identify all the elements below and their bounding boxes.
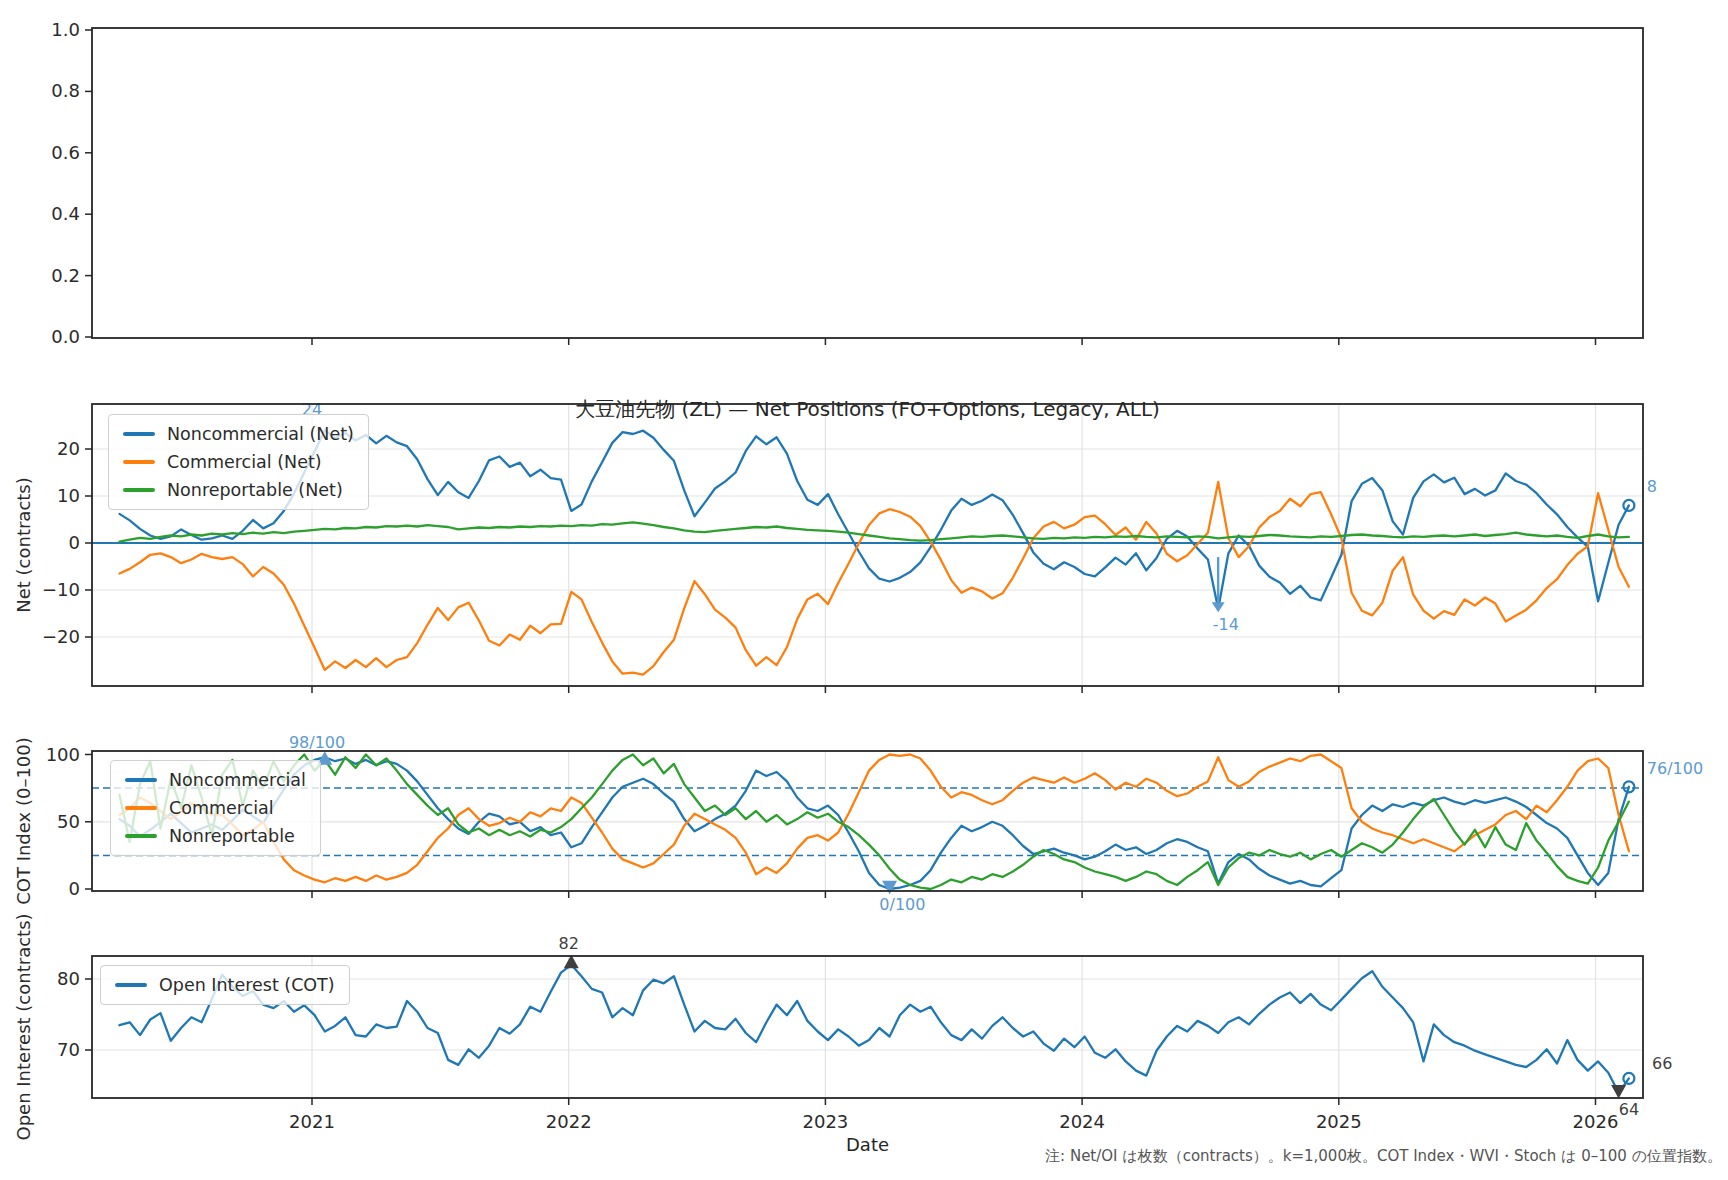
y-tick-label: 1.0 (51, 19, 80, 40)
cot-dashboard: 1.00.80.60.40.20.024-14820100−10−20Net (… (0, 0, 1728, 1180)
x-tick-label: 2021 (289, 1111, 335, 1132)
x-tick-label: 2024 (1059, 1111, 1105, 1132)
net-legend: Noncommercial (Net) Commercial (Net) Non… (108, 414, 369, 510)
legend-swatch-commercial-net (123, 460, 155, 464)
legend-item: Commercial (125, 798, 306, 818)
x-tick-label: 2023 (802, 1111, 848, 1132)
legend-item: Nonreportable (Net) (123, 480, 354, 500)
legend-swatch-nonreportable (125, 834, 157, 838)
legend-swatch-noncommercial-net (123, 432, 155, 436)
y-tick-label: 0.6 (51, 142, 80, 163)
legend-swatch-commercial (125, 806, 157, 810)
series-line (120, 482, 1629, 675)
y-axis-label: Net (contracts) (13, 477, 34, 613)
y-tick-label: 70 (57, 1039, 80, 1060)
series-line (120, 522, 1629, 541)
y-tick-label: 0 (69, 532, 80, 553)
annotation-text: 66 (1652, 1054, 1672, 1073)
open_interest-panel: 82 64 66 80 70 2021 2022 2023 2024 2025 2026 Open I… (13, 913, 1672, 1140)
x-tick-label: 2026 (1573, 1111, 1619, 1132)
y-axis-label: COT Index (0–100) (13, 737, 34, 905)
y-axis-label: Open Interest (contracts) (13, 913, 34, 1140)
x-tick-label: 2025 (1316, 1111, 1362, 1132)
panel-frame (92, 28, 1643, 338)
annotation-text: 8 (1647, 477, 1657, 496)
annotation-text: 98/100 (289, 733, 345, 752)
annotation-text: 64 (1619, 1100, 1639, 1119)
series-line (120, 757, 1629, 889)
legend-item: Commercial (Net) (123, 452, 354, 472)
series-line (120, 755, 1629, 883)
y-tick-label: −10 (42, 579, 80, 600)
legend-label: Open Interest (COT) (159, 975, 335, 995)
legend-label: Nonreportable (Net) (167, 480, 343, 500)
legend-swatch-nonreportable-net (123, 488, 155, 492)
y-tick-label: 20 (57, 438, 80, 459)
annotation-text: 82 (559, 934, 579, 953)
min-marker (1611, 1085, 1626, 1099)
legend-item: Noncommercial (125, 770, 306, 790)
open-interest-legend: Open Interest (COT) (100, 965, 350, 1005)
cot-index-legend: Noncommercial Commercial Nonreportable (110, 760, 321, 856)
annotation-arrowhead (1212, 602, 1225, 612)
x-tick-label: 2022 (546, 1111, 592, 1132)
legend-label: Commercial (Net) (167, 452, 322, 472)
legend-label: Commercial (169, 798, 274, 818)
y-tick-label: −20 (42, 626, 80, 647)
empty-panel: 1.0 0.8 0.6 0.4 0.2 0.0 (51, 19, 1643, 347)
y-tick-label: 10 (57, 485, 80, 506)
legend-item: Open Interest (COT) (115, 975, 335, 995)
annotation-text: 76/100 (1647, 759, 1703, 778)
y-tick-label: 0.8 (51, 80, 80, 101)
legend-item: Noncommercial (Net) (123, 424, 354, 444)
footnote: 注: Net/OI は枚数（contracts）。k=1,000枚。COT In… (1045, 1147, 1722, 1166)
legend-item: Nonreportable (125, 826, 306, 846)
legend-label: Noncommercial (Net) (167, 424, 354, 444)
y-tick-label: 0 (69, 878, 80, 899)
y-tick-label: 100 (46, 744, 80, 765)
y-tick-label: 80 (57, 968, 80, 989)
annotation-text: 0/100 (879, 895, 925, 914)
y-tick-label: 50 (57, 811, 80, 832)
y-tick-label: 0.4 (51, 203, 80, 224)
legend-label: Noncommercial (169, 770, 306, 790)
legend-swatch-noncommercial (125, 778, 157, 782)
y-tick-label: 0.0 (51, 326, 80, 347)
legend-label: Nonreportable (169, 826, 295, 846)
y-tick-label: 0.2 (51, 265, 80, 286)
legend-swatch-open-interest (115, 983, 147, 987)
annotation-text: -14 (1213, 615, 1239, 634)
